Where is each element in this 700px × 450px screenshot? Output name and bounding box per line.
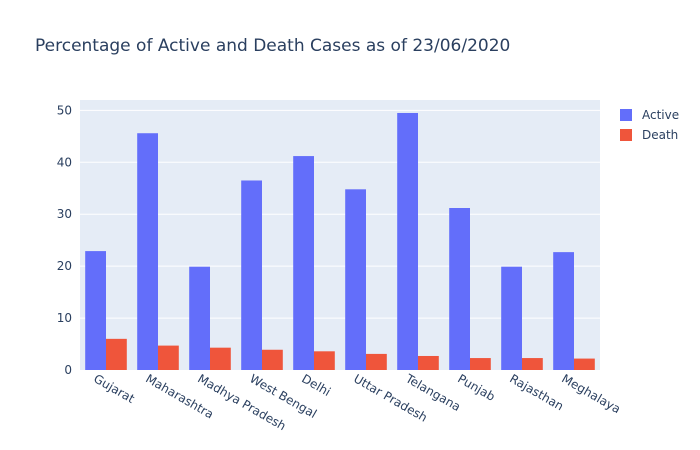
legend[interactable]: Active Death	[620, 108, 679, 142]
bar-active[interactable]	[241, 180, 262, 370]
bar-death[interactable]	[106, 338, 127, 370]
bar-death[interactable]	[418, 355, 439, 370]
chart-title: Percentage of Active and Death Cases as …	[35, 36, 510, 56]
bar-active[interactable]	[449, 208, 470, 370]
y-tick-label: 50	[57, 103, 72, 117]
y-axis-ticks: 0 10 20 30 40 50	[57, 103, 72, 377]
bar-death[interactable]	[210, 347, 231, 370]
bar-active[interactable]	[189, 266, 210, 370]
legend-label-death[interactable]: Death	[642, 128, 678, 142]
bar-active[interactable]	[293, 156, 314, 370]
bar-death[interactable]	[574, 358, 595, 370]
legend-swatch-active[interactable]	[620, 109, 632, 121]
bar-death[interactable]	[522, 358, 543, 370]
x-tick-label: Rajasthan	[507, 371, 566, 413]
y-tick-label: 30	[57, 207, 72, 221]
x-tick-label: Madhya Pradesh	[195, 371, 288, 433]
bar-death[interactable]	[314, 351, 335, 370]
x-tick-label: Delhi	[299, 371, 333, 399]
bar-death[interactable]	[262, 349, 283, 370]
bar-active[interactable]	[137, 133, 158, 370]
x-tick-label: Gujarat	[91, 371, 137, 406]
legend-label-active[interactable]: Active	[642, 108, 679, 122]
bar-active[interactable]	[553, 252, 574, 370]
bar-death[interactable]	[158, 345, 179, 370]
y-tick-label: 40	[57, 155, 72, 169]
y-tick-label: 20	[57, 259, 72, 273]
bar-active[interactable]	[85, 251, 106, 370]
bar-active[interactable]	[397, 112, 418, 370]
bars	[85, 112, 595, 370]
bar-active[interactable]	[345, 189, 366, 370]
legend-swatch-death[interactable]	[620, 129, 632, 141]
bar-death[interactable]	[366, 353, 387, 370]
bar-death[interactable]	[470, 358, 491, 370]
bar-active[interactable]	[501, 266, 522, 370]
y-tick-label: 10	[57, 311, 72, 325]
y-tick-label: 0	[64, 363, 72, 377]
x-tick-label: Punjab	[455, 371, 497, 403]
x-tick-label: Meghalaya	[559, 371, 623, 416]
